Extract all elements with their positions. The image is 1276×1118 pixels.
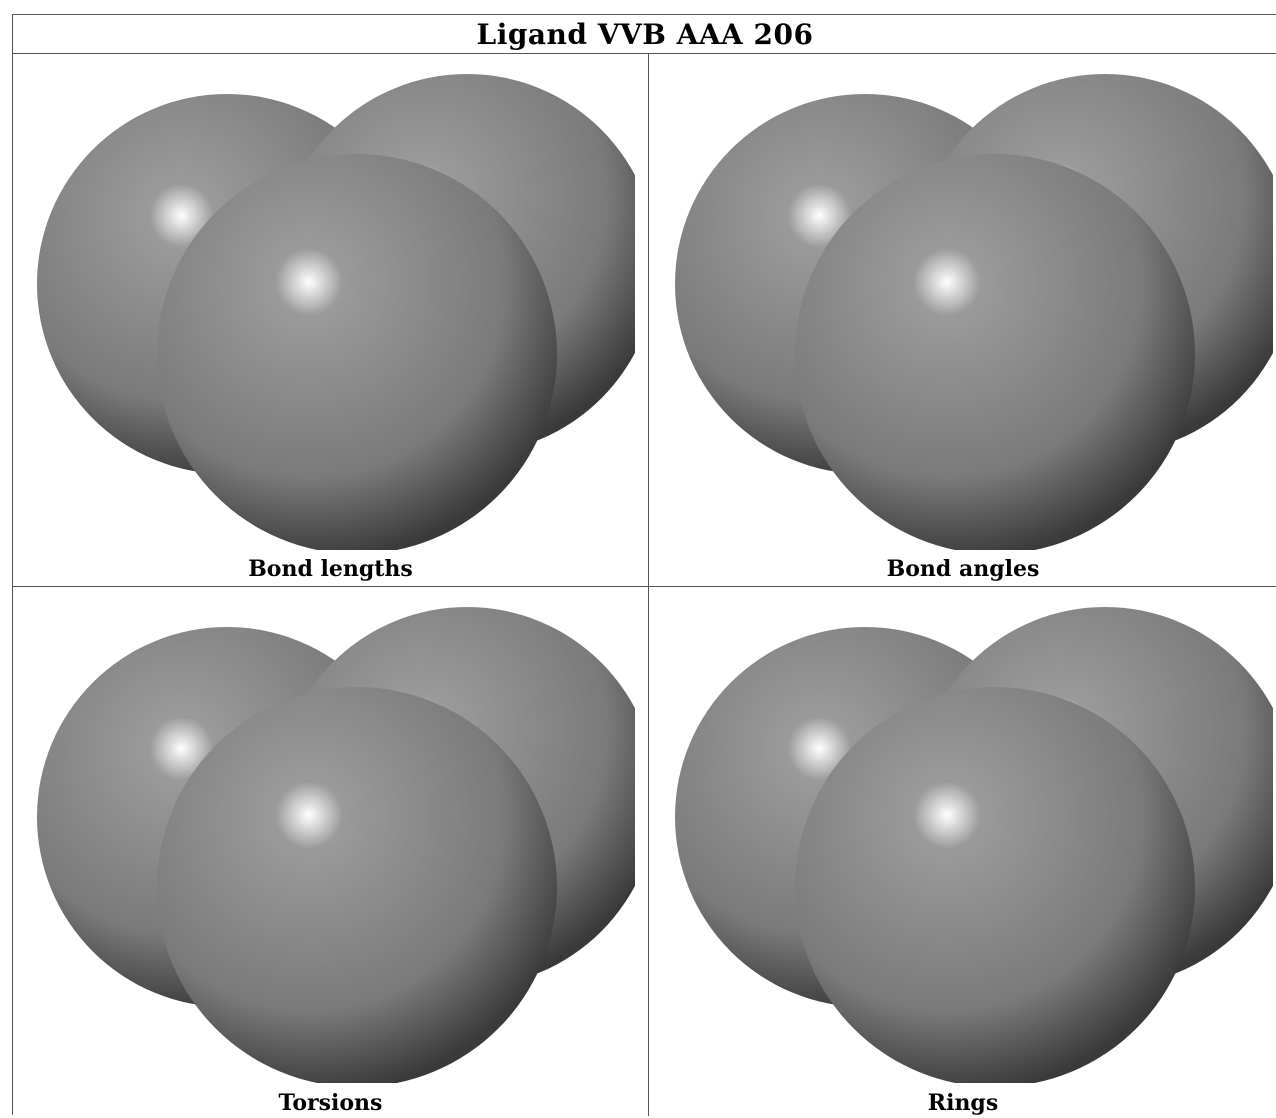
- molecule-render: [37, 74, 635, 550]
- molecule-render: [37, 607, 635, 1083]
- molecule-render: [675, 607, 1273, 1083]
- panel-bond-angles: Bond angles: [649, 54, 1276, 587]
- panel-rings: Rings: [649, 587, 1276, 1116]
- panel-bond-lengths: Bond lengths: [13, 54, 649, 587]
- panel-caption: Bond lengths: [248, 556, 413, 582]
- molecule-spheres: [675, 74, 1273, 550]
- atom-sphere-center: [795, 154, 1195, 550]
- molecule-spheres: [675, 607, 1273, 1083]
- molecule-spheres: [37, 607, 635, 1083]
- molecule-render: [675, 74, 1273, 550]
- panel-caption: Torsions: [278, 1090, 383, 1116]
- panel-caption: Rings: [927, 1090, 999, 1116]
- panel-torsions: Torsions: [13, 587, 649, 1116]
- atom-sphere-center: [157, 154, 557, 550]
- molecule-spheres: [37, 74, 635, 550]
- atom-sphere-center: [157, 687, 557, 1083]
- panel-caption: Bond angles: [886, 556, 1040, 582]
- atom-sphere-center: [795, 687, 1195, 1083]
- table-title: Ligand VVB AAA 206: [13, 15, 1276, 54]
- validation-table: Ligand VVB AAA 206 Bond lengths: [12, 14, 1276, 1116]
